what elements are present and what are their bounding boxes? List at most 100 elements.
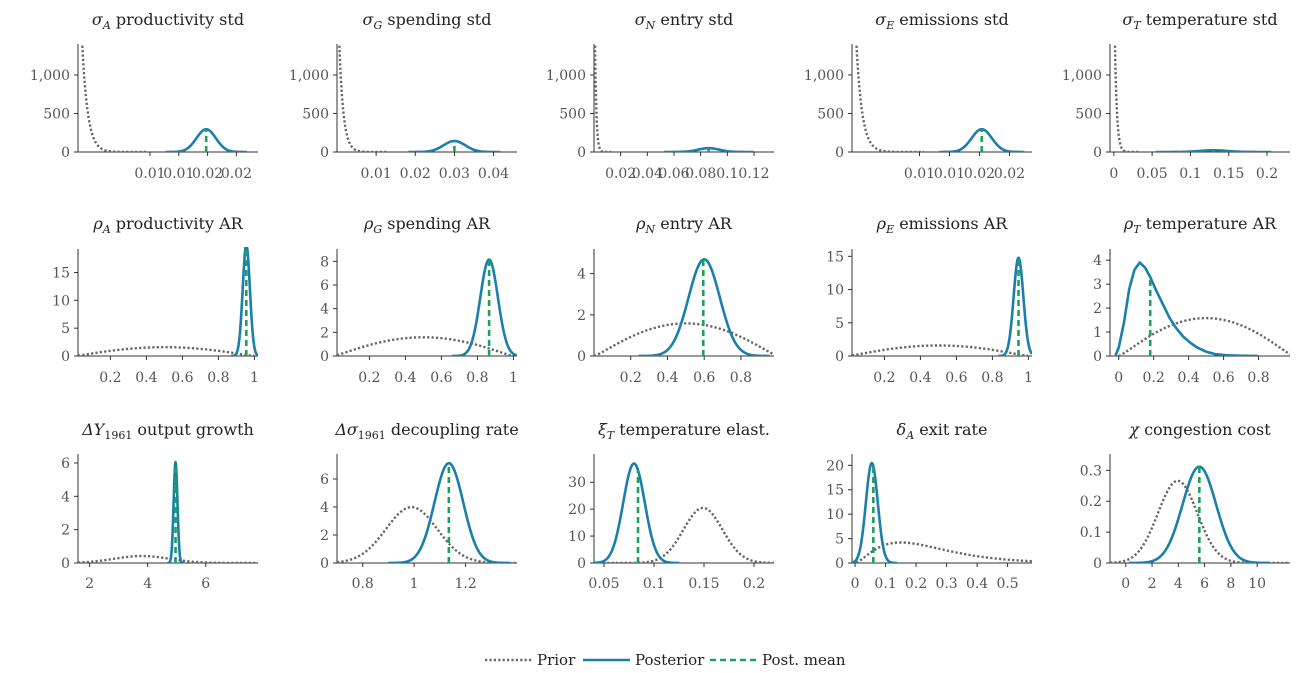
x-tick-label: 0.1 <box>716 166 738 182</box>
x-tick-label: 0.2 <box>743 576 765 592</box>
x-tick-label: 1.2 <box>454 576 476 592</box>
panel-title: σG spending std <box>363 10 492 32</box>
x-tick-label: 0.02 <box>400 166 431 182</box>
x-tick-label: 0.2 <box>1143 370 1165 386</box>
x-tick-label: 0.8 <box>730 370 752 386</box>
x-tick-label: 0 <box>1114 370 1123 386</box>
panel-title: ΔY1961 output growth <box>81 420 254 442</box>
x-tick-label: 0.8 <box>466 370 488 386</box>
posterior-curve <box>452 258 517 356</box>
panel-title: σE emissions std <box>875 10 1008 32</box>
x-tick-label: 1 <box>250 370 259 386</box>
y-tick-label: 0.1 <box>1080 525 1102 541</box>
prior-curve <box>855 45 924 152</box>
y-tick-label: 0 <box>61 349 70 365</box>
panel-15: χ congestion cost 0 0.1 0.2 0.3 0 2 4 6 8 10 <box>1080 420 1290 592</box>
prior-curve <box>852 344 1029 356</box>
y-tick-label: 4 <box>320 302 329 318</box>
x-tick-label: 0.8 <box>1247 370 1269 386</box>
legend-posterior-label: Posterior <box>635 651 705 669</box>
y-tick-label: 1,000 <box>30 68 70 84</box>
panel-1: σA productivity std05001,0000.010.010.02… <box>30 10 258 182</box>
x-tick-label: 0.01 <box>904 166 935 182</box>
x-tick-label: 0.4 <box>1178 370 1200 386</box>
x-tick-label: 0.6 <box>171 370 193 386</box>
x-tick-label: 0.4 <box>394 370 416 386</box>
prior-curve <box>594 322 774 356</box>
y-tick-label: 8 <box>320 254 329 270</box>
x-tick-label: 0.01 <box>361 166 392 182</box>
x-tick-label: 0.02 <box>192 166 223 182</box>
prior-curve <box>81 45 148 152</box>
posterior-curve <box>165 127 247 152</box>
x-tick-label: 6 <box>1200 576 1209 592</box>
prior-curve <box>594 45 612 152</box>
y-tick-label: 500 <box>1075 106 1102 122</box>
posterior-curve <box>939 127 1025 152</box>
prior-curve <box>337 505 517 563</box>
x-tick-label: 0.6 <box>1212 370 1234 386</box>
x-tick-label: 0.5 <box>996 576 1018 592</box>
y-tick-label: 1,000 <box>546 68 586 84</box>
x-tick-label: 0.4 <box>656 370 678 386</box>
x-tick-label: 2 <box>1148 576 1157 592</box>
y-tick-label: 15 <box>52 265 70 281</box>
y-tick-label: 4 <box>577 267 586 283</box>
x-tick-label: 10 <box>1248 576 1266 592</box>
y-tick-label: 1 <box>1093 325 1102 341</box>
x-tick-label: 0.12 <box>738 166 769 182</box>
y-tick-label: 0 <box>61 556 70 572</box>
y-tick-label: 0.3 <box>1080 463 1102 479</box>
y-tick-label: 0 <box>835 556 844 572</box>
x-tick-label: 0.4 <box>966 576 988 592</box>
panel-title: ξT temperature elast. <box>598 420 770 442</box>
y-tick-label: 6 <box>61 456 70 472</box>
y-tick-label: 0 <box>1093 556 1102 572</box>
x-tick-label: 0.1 <box>874 576 896 592</box>
y-tick-label: 0 <box>577 349 586 365</box>
posterior-curve <box>1128 465 1271 563</box>
y-tick-label: 0 <box>61 145 70 161</box>
y-tick-label: 5 <box>835 316 844 332</box>
panel-9: ρE emissions AR 0 5 10 15 0.2 0.4 0.6 0.8 1 <box>826 214 1033 386</box>
y-tick-label: 5 <box>61 321 70 337</box>
posterior-curve <box>997 256 1032 356</box>
panel-14: δA exit rate 0 5 10 15 20 0 0.1 0.2 0.3 0.4 0.5 <box>826 420 1032 592</box>
posterior-curve <box>1155 148 1272 152</box>
x-tick-label: 0.8 <box>352 576 374 592</box>
x-tick-label: 2 <box>85 576 94 592</box>
panel-title: ρA productivity AR <box>92 214 243 236</box>
y-tick-label: 500 <box>817 106 844 122</box>
panel-4: σE emissions std05001,0000.010.010.020.0… <box>804 10 1032 182</box>
x-tick-label: 0.3 <box>935 576 957 592</box>
x-tick-label: 0.05 <box>1137 166 1168 182</box>
y-tick-label: 15 <box>826 483 844 499</box>
x-tick-label: 0.2 <box>873 370 895 386</box>
x-tick-label: 0.06 <box>658 166 689 182</box>
y-tick-label: 2 <box>577 308 586 324</box>
y-tick-label: 500 <box>43 106 70 122</box>
y-tick-label: 20 <box>826 458 844 474</box>
x-tick-label: 0.02 <box>994 166 1025 182</box>
y-tick-label: 1,000 <box>804 68 844 84</box>
y-tick-label: 4 <box>320 500 329 516</box>
x-tick-label: 0.1 <box>1179 166 1201 182</box>
prior-curve <box>1113 45 1139 152</box>
y-tick-label: 30 <box>568 475 586 491</box>
y-tick-label: 15 <box>826 249 844 265</box>
prior-curve <box>1118 316 1290 356</box>
x-tick-label: 0.15 <box>688 576 719 592</box>
panel-title: σT temperature std <box>1122 10 1277 32</box>
x-tick-label: 0.8 <box>981 370 1003 386</box>
x-tick-label: 0.04 <box>478 166 509 182</box>
posterior-curve <box>638 258 770 356</box>
y-tick-label: 0 <box>577 145 586 161</box>
panel-title: ρE emissions AR <box>876 214 1009 236</box>
panel-title: Δσ1961 decoupling rate <box>334 420 518 442</box>
y-tick-label: 2 <box>320 528 329 544</box>
y-tick-label: 20 <box>568 502 586 518</box>
posterior-curve <box>594 462 680 563</box>
panel-title: χ congestion cost <box>1128 420 1271 439</box>
y-tick-label: 5 <box>835 532 844 548</box>
